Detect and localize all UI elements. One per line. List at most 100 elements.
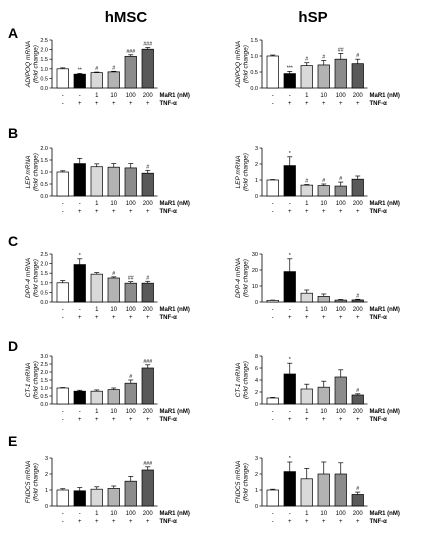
- bar: [124, 480, 137, 507]
- significance-marker: *: [289, 253, 291, 259]
- y-tick-label: 0: [45, 504, 48, 510]
- bar: [317, 386, 330, 405]
- significance-marker: ###: [143, 461, 152, 467]
- bar: [124, 55, 137, 89]
- tnf-value: +: [322, 209, 326, 215]
- bar: [334, 299, 347, 303]
- bar: [90, 273, 103, 303]
- significance-marker: ###: [126, 49, 135, 55]
- y-axis-label: LEP mRNA(fold change): [25, 153, 40, 191]
- y-tick-label: 1.5: [250, 38, 258, 44]
- bar: [73, 390, 86, 405]
- mar1-value: 10: [320, 409, 327, 415]
- y-axis-label: FNDC5 mRNA(fold change): [235, 461, 250, 504]
- y-axis-label-line: LEP mRNA: [25, 156, 32, 189]
- significance-marker: ***: [287, 65, 293, 71]
- y-axis-label-line: (fold change): [33, 361, 40, 399]
- y-tick-label: 4: [255, 378, 258, 384]
- significance-marker: #: [146, 275, 149, 281]
- mar1-value: 1: [95, 307, 99, 313]
- y-tick-label: 2.5: [40, 362, 48, 368]
- bar: [283, 165, 296, 197]
- y-tick-label: 1.0: [40, 170, 48, 176]
- y-tick-label: 1: [255, 178, 258, 184]
- mar1-value: 1: [305, 307, 309, 313]
- tnf-value: +: [112, 209, 116, 215]
- mar1-value: 100: [126, 201, 137, 207]
- mar1-value: 200: [143, 409, 154, 415]
- mar1-value: -: [289, 511, 291, 517]
- mar1-value: 100: [126, 307, 137, 313]
- mar1-value: 10: [320, 93, 327, 99]
- mar1-value: 10: [110, 93, 117, 99]
- mar1-value: 1: [305, 409, 309, 415]
- mar1-value: -: [272, 201, 274, 207]
- mar1-value: 1: [305, 511, 309, 517]
- bar: [73, 163, 86, 197]
- mar1-value: 200: [143, 93, 154, 99]
- bar: [141, 282, 154, 303]
- y-tick-label: 2.0: [40, 146, 48, 152]
- mar1-value: -: [289, 93, 291, 99]
- y-tick-label: 2.0: [40, 48, 48, 54]
- bar: [107, 166, 120, 197]
- tnf-value: +: [305, 315, 309, 321]
- y-axis-label-line: DPP-4 mRNA: [25, 258, 32, 298]
- mar1-value: 10: [320, 511, 327, 517]
- tnf-value: +: [305, 519, 309, 525]
- tnf-row-label: TNF-α: [160, 519, 178, 525]
- significance-marker: ###: [143, 359, 152, 365]
- mar1-value: 10: [320, 201, 327, 207]
- y-axis-label-line: (fold change): [33, 153, 40, 191]
- bar: [266, 397, 279, 405]
- y-axis-label: ADIPOQ mRNA(fold change): [235, 41, 250, 88]
- mar1-value: 1: [305, 201, 309, 207]
- bar: [56, 171, 69, 197]
- tnf-value: -: [272, 209, 274, 215]
- bar: [90, 72, 103, 89]
- bar: [266, 489, 279, 507]
- mar1-value: -: [79, 201, 81, 207]
- bar: [90, 166, 103, 197]
- mar1-value: -: [62, 511, 64, 517]
- tnf-value: +: [356, 519, 360, 525]
- mar1-value: 10: [110, 201, 117, 207]
- row-letter-e: E: [8, 433, 17, 449]
- y-tick-label: 3: [255, 146, 258, 152]
- tnf-row-label: TNF-α: [370, 101, 388, 107]
- y-axis-label-line: (fold change): [243, 463, 250, 501]
- mar1-value: 100: [126, 511, 137, 517]
- bar: [73, 490, 86, 507]
- bar: [334, 473, 347, 507]
- y-tick-label: 1.5: [40, 57, 48, 63]
- tnf-value: +: [95, 315, 99, 321]
- y-axis-label-line: ADIPOQ mRNA: [235, 41, 242, 88]
- mar1-value: 200: [353, 93, 364, 99]
- tnf-value: +: [95, 417, 99, 423]
- y-tick-label: 2.5: [40, 38, 48, 44]
- bar: [351, 394, 364, 405]
- bar: [283, 271, 296, 303]
- mar1-value: 1: [95, 511, 99, 517]
- significance-marker: *: [289, 151, 291, 157]
- bar: [56, 282, 69, 303]
- tnf-value: +: [146, 209, 150, 215]
- tnf-value: +: [322, 101, 326, 107]
- y-axis-label: CT-1 mRNA(fold change): [25, 361, 40, 399]
- y-axis-label: DPP-4 mRNA(fold change): [25, 258, 40, 298]
- bar: [317, 64, 330, 89]
- y-tick-label: 0.5: [40, 290, 48, 296]
- mar1-value: 200: [353, 409, 364, 415]
- bar: [266, 300, 279, 303]
- y-tick-label: 1: [45, 488, 48, 494]
- mar1-value: 200: [143, 307, 154, 313]
- bar: [107, 71, 120, 89]
- tnf-value: +: [322, 417, 326, 423]
- y-axis-label: LEP mRNA(fold change): [235, 153, 250, 191]
- y-axis-label: CT-1 mRNA(fold change): [235, 361, 250, 399]
- significance-marker: #: [305, 178, 308, 184]
- mar1-value: -: [289, 201, 291, 207]
- y-tick-label: 0.0: [40, 402, 48, 408]
- mar1-value: -: [289, 307, 291, 313]
